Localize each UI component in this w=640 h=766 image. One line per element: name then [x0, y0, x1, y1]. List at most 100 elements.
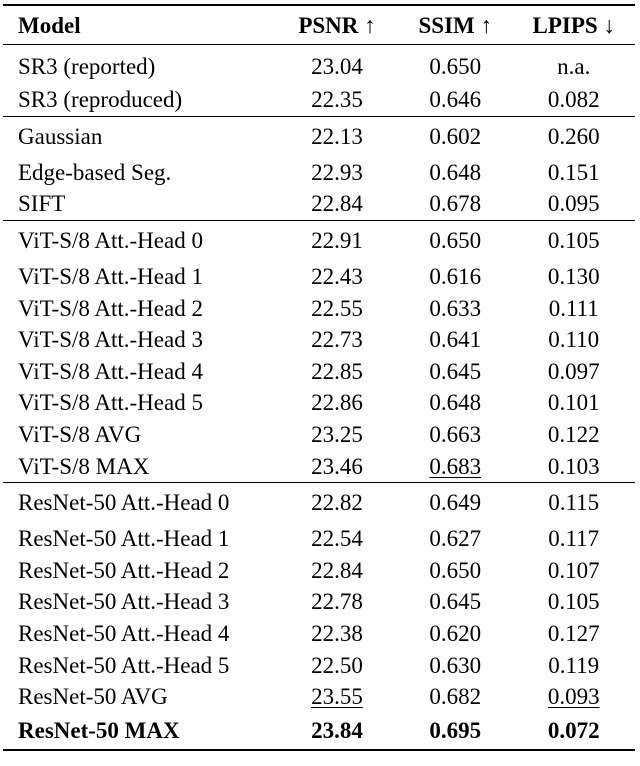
table-row: SR3 (reported) 23.04 0.650 n.a. — [3, 45, 635, 85]
table-row: ResNet-50 Att.-Head 4 22.38 0.620 0.127 — [3, 618, 635, 650]
cell-model: ResNet-50 AVG — [3, 681, 276, 713]
cell-lpips: 0.115 — [512, 481, 635, 523]
header-ssim: SSIM ↑ — [398, 4, 513, 45]
cell-lpips: n.a. — [512, 45, 635, 85]
cell-model: ResNet-50 Att.-Head 3 — [3, 586, 276, 618]
cell-lpips-text: 0.072 — [547, 718, 600, 743]
header-psnr: PSNR ↑ — [275, 4, 399, 45]
cell-psnr: 22.54 — [276, 523, 398, 555]
cell-ssim: 0.663 — [398, 419, 512, 451]
table-row: ViT-S/8 Att.-Head 1 22.43 0.616 0.130 — [3, 261, 635, 293]
cell-model-text: ResNet-50 Att.-Head 1 — [18, 526, 230, 552]
cell-model-text: ViT-S/8 MAX — [18, 453, 150, 479]
cell-ssim: 0.678 — [398, 188, 512, 220]
cell-lpips: 0.093 — [512, 681, 635, 713]
cell-ssim-text: 0.633 — [429, 295, 482, 321]
cell-model-text: ViT-S/8 Att.-Head 0 — [18, 227, 203, 253]
cell-psnr: 22.38 — [276, 618, 398, 650]
cell-model-text: ResNet-50 Att.-Head 5 — [18, 652, 230, 678]
cell-lpips-text: 0.130 — [547, 264, 600, 290]
cell-ssim: 0.649 — [398, 481, 513, 523]
cell-ssim-text: 0.627 — [429, 526, 482, 552]
cell-lpips-text: 0.110 — [548, 327, 600, 353]
cell-lpips-text: 0.122 — [547, 422, 600, 448]
table-row: ResNet-50 Att.-Head 1 22.54 0.627 0.117 — [3, 523, 635, 555]
cell-lpips: 0.127 — [512, 618, 635, 650]
cell-model: ViT-S/8 AVG — [3, 419, 276, 451]
cell-model: SR3 (reported) — [3, 45, 276, 85]
cell-model: Edge-based Seg. — [3, 157, 276, 189]
cell-ssim-text: 0.620 — [429, 621, 482, 647]
cell-psnr: 22.85 — [276, 356, 398, 388]
cell-psnr: 22.55 — [276, 292, 398, 324]
cell-ssim-text: 0.648 — [429, 390, 482, 416]
cell-model: ResNet-50 Att.-Head 4 — [3, 618, 276, 650]
cell-model: ResNet-50 Att.-Head 5 — [3, 649, 276, 681]
cell-model-text: ResNet-50 Att.-Head 0 — [18, 489, 230, 515]
cell-ssim: 0.650 — [398, 555, 512, 587]
cell-psnr-text: 22.84 — [311, 191, 363, 217]
cell-ssim-text: 0.641 — [429, 327, 482, 353]
cell-psnr-text: 22.55 — [311, 295, 363, 321]
cell-model-text: SR3 (reported) — [18, 54, 156, 79]
cell-psnr-text: 22.43 — [311, 264, 363, 290]
cell-psnr: 22.82 — [275, 481, 399, 523]
cell-psnr: 22.50 — [276, 649, 398, 681]
cell-ssim: 0.641 — [398, 324, 512, 356]
cell-ssim: 0.620 — [398, 618, 512, 650]
table-row: SR3 (reproduced) 22.35 0.646 0.082 — [3, 84, 635, 116]
cell-lpips-text: 0.095 — [547, 191, 600, 217]
table-row: SIFT 22.84 0.678 0.095 — [3, 188, 635, 220]
cell-model-text: Gaussian — [18, 123, 103, 149]
cell-ssim: 0.650 — [398, 219, 513, 261]
table-row: ResNet-50 Att.-Head 0 22.82 0.649 0.115 — [3, 481, 635, 523]
cell-model-text: ViT-S/8 Att.-Head 2 — [18, 295, 203, 321]
cell-psnr-text: 22.78 — [311, 589, 363, 615]
cell-ssim: 0.645 — [398, 586, 512, 618]
table-row: ViT-S/8 Att.-Head 3 22.73 0.641 0.110 — [3, 324, 635, 356]
cell-lpips: 0.105 — [512, 219, 635, 261]
cell-model-text: Edge-based Seg. — [18, 159, 172, 185]
cell-lpips: 0.101 — [512, 387, 635, 419]
cell-model: SR3 (reproduced) — [3, 84, 276, 116]
cell-lpips: 0.072 — [512, 712, 635, 751]
cell-model: ResNet-50 Att.-Head 1 — [3, 523, 276, 555]
cell-psnr-text: 22.93 — [311, 159, 363, 185]
cell-psnr: 22.84 — [276, 555, 398, 587]
header-lpips: LPIPS ↓ — [512, 4, 635, 45]
cell-model-text: ViT-S/8 Att.-Head 1 — [18, 264, 203, 290]
cell-model-text: ResNet-50 MAX — [18, 718, 180, 743]
cell-psnr: 23.25 — [276, 419, 398, 451]
cell-lpips: 0.107 — [512, 555, 635, 587]
cell-ssim: 0.648 — [398, 157, 512, 189]
cell-psnr-text: 22.82 — [311, 489, 363, 515]
cell-model-text: ResNet-50 AVG — [18, 684, 168, 710]
cell-psnr-text: 23.04 — [311, 54, 363, 79]
cell-lpips-text: 0.117 — [548, 526, 600, 552]
table-row: ResNet-50 MAX 23.84 0.695 0.072 — [3, 712, 635, 751]
cell-ssim: 0.650 — [398, 45, 512, 85]
cell-model: SIFT — [3, 188, 276, 220]
table-row: ViT-S/8 AVG 23.25 0.663 0.122 — [3, 419, 635, 451]
cell-psnr: 22.78 — [276, 586, 398, 618]
cell-model-text: ViT-S/8 Att.-Head 4 — [18, 358, 203, 384]
cell-lpips-text: 0.151 — [547, 159, 600, 185]
cell-ssim-text: 0.648 — [429, 159, 482, 185]
cell-ssim: 0.633 — [398, 292, 512, 324]
cell-ssim-text: 0.650 — [429, 557, 482, 583]
cell-psnr: 23.04 — [276, 45, 398, 85]
cell-psnr-text: 23.46 — [311, 453, 363, 479]
cell-psnr: 22.35 — [276, 84, 398, 116]
cell-lpips-text: 0.115 — [548, 489, 600, 515]
cell-lpips-text: 0.119 — [548, 652, 600, 678]
table-header-row: Model PSNR ↑ SSIM ↑ LPIPS ↓ — [3, 4, 635, 45]
cell-ssim: 0.648 — [398, 387, 512, 419]
cell-ssim-text: 0.650 — [429, 227, 482, 253]
cell-psnr-text: 23.25 — [311, 422, 363, 448]
cell-model: ViT-S/8 Att.-Head 1 — [3, 261, 276, 293]
table-row: ViT-S/8 Att.-Head 2 22.55 0.633 0.111 — [3, 292, 635, 324]
cell-psnr-text: 22.91 — [311, 227, 363, 253]
cell-lpips-text: n.a. — [557, 54, 591, 79]
cell-psnr: 22.73 — [276, 324, 398, 356]
cell-psnr-text: 22.86 — [311, 390, 363, 416]
